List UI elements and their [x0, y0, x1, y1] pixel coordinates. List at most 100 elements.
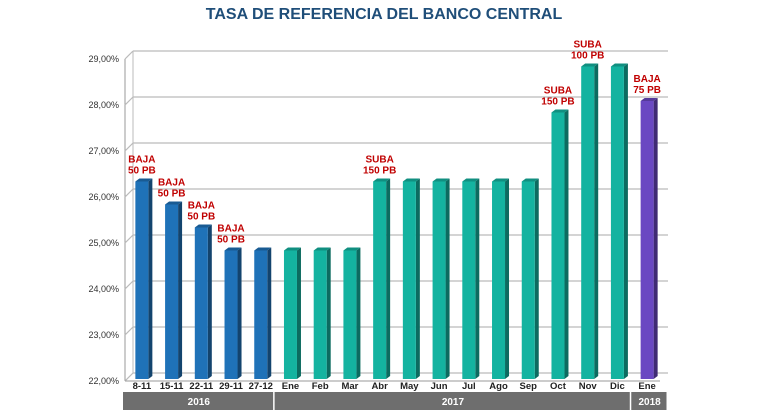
- gridline-side: [124, 234, 134, 244]
- x-tick-label: 22-11: [189, 381, 213, 392]
- bar: [551, 112, 565, 379]
- bar-top: [165, 201, 183, 205]
- bar-top: [254, 247, 272, 251]
- x-tick-label: Nov: [579, 381, 598, 392]
- bar-side: [445, 178, 450, 379]
- bar-side: [178, 201, 183, 379]
- gridline-side: [124, 188, 134, 198]
- x-tick-label: Mar: [341, 381, 358, 392]
- year-band: [631, 392, 667, 410]
- y-tick-label: 22,00%: [88, 376, 119, 386]
- x-tick-label: Jun: [431, 381, 448, 392]
- bar-annotation: BAJA: [634, 74, 661, 85]
- bar-annotation: SUBA: [544, 86, 572, 97]
- bar-top: [610, 63, 628, 67]
- bar-annotation: BAJA: [128, 155, 155, 166]
- bar-top: [135, 178, 153, 182]
- bar-annotation: 150 PB: [541, 97, 574, 108]
- x-tick-label: Jul: [462, 381, 476, 392]
- bar: [135, 181, 149, 379]
- bar-side: [296, 247, 301, 379]
- bar-annotation: 75 PB: [633, 85, 661, 96]
- x-tick-label: 27-12: [249, 381, 273, 392]
- bar: [492, 181, 506, 379]
- x-tick-label: Dic: [610, 381, 625, 392]
- x-tick-label: Ene: [282, 381, 299, 392]
- bar-top: [581, 63, 599, 67]
- year-band: [274, 392, 630, 410]
- x-tick-label: Feb: [312, 381, 329, 392]
- x-tick-label: Sep: [520, 381, 538, 392]
- gridline-side: [124, 50, 134, 60]
- bar-top: [283, 247, 301, 251]
- x-tick-label: 8-11: [133, 381, 152, 392]
- bar: [343, 250, 357, 379]
- bar: [283, 250, 297, 379]
- bar-top: [402, 178, 420, 182]
- bar-side: [415, 178, 420, 379]
- y-tick-label: 26,00%: [88, 192, 119, 202]
- gridline-side: [124, 372, 134, 382]
- bar-side: [623, 63, 628, 379]
- y-tick-label: 28,00%: [88, 100, 119, 110]
- x-tick-label: 29-11: [219, 381, 243, 392]
- year-label: 2016: [188, 397, 211, 408]
- bar: [373, 181, 387, 379]
- y-tick-label: 25,00%: [88, 238, 119, 248]
- bar: [313, 250, 327, 379]
- bar-annotation: BAJA: [158, 178, 185, 189]
- bar-annotation: 50 PB: [158, 189, 186, 200]
- x-tick-label: Abr: [371, 381, 388, 392]
- bar-side: [237, 247, 242, 379]
- bar-side: [386, 178, 391, 379]
- bar-top: [373, 178, 391, 182]
- x-tick-label: Oct: [550, 381, 567, 392]
- bar: [581, 66, 595, 379]
- bar-side: [475, 178, 480, 379]
- bar-annotation: 50 PB: [217, 235, 245, 246]
- gridline-side: [124, 142, 134, 152]
- bar-side: [594, 63, 599, 379]
- bar-annotation: BAJA: [188, 201, 215, 212]
- bar: [402, 181, 416, 379]
- bar-top: [551, 109, 569, 113]
- x-tick-label: Ene: [638, 381, 655, 392]
- x-tick-label: Ago: [489, 381, 508, 392]
- y-tick-label: 24,00%: [88, 284, 119, 294]
- bar-side: [267, 247, 272, 379]
- bar-side: [326, 247, 331, 379]
- bar: [462, 181, 476, 379]
- bar-side: [534, 178, 539, 379]
- bar-top: [194, 224, 212, 228]
- bar: [610, 66, 624, 379]
- bar-annotation: 100 PB: [571, 51, 604, 62]
- bar-annotation: SUBA: [574, 40, 602, 51]
- bar-side: [207, 224, 212, 379]
- bar-side: [564, 109, 569, 379]
- bar-side: [653, 98, 658, 379]
- bar: [521, 181, 535, 379]
- bar-annotation: BAJA: [217, 224, 244, 235]
- bar: [254, 250, 268, 379]
- bar-side: [148, 178, 153, 379]
- bar-annotation: 150 PB: [363, 166, 396, 177]
- x-tick-label: May: [400, 381, 419, 392]
- bar-top: [492, 178, 510, 182]
- bar-side: [356, 247, 361, 379]
- bar-top: [343, 247, 361, 251]
- bar: [432, 181, 446, 379]
- gridline-side: [124, 326, 134, 336]
- bar-top: [432, 178, 450, 182]
- bar: [194, 227, 208, 379]
- bar: [224, 250, 238, 379]
- bar-annotation: 50 PB: [187, 212, 215, 223]
- y-tick-label: 23,00%: [88, 330, 119, 340]
- bar-top: [313, 247, 331, 251]
- bar-top: [224, 247, 242, 251]
- bar-annotation: 50 PB: [128, 166, 156, 177]
- gridline-side: [124, 96, 134, 106]
- chart-title: TASA DE REFERENCIA DEL BANCO CENTRAL: [205, 6, 563, 23]
- bar-top: [462, 178, 480, 182]
